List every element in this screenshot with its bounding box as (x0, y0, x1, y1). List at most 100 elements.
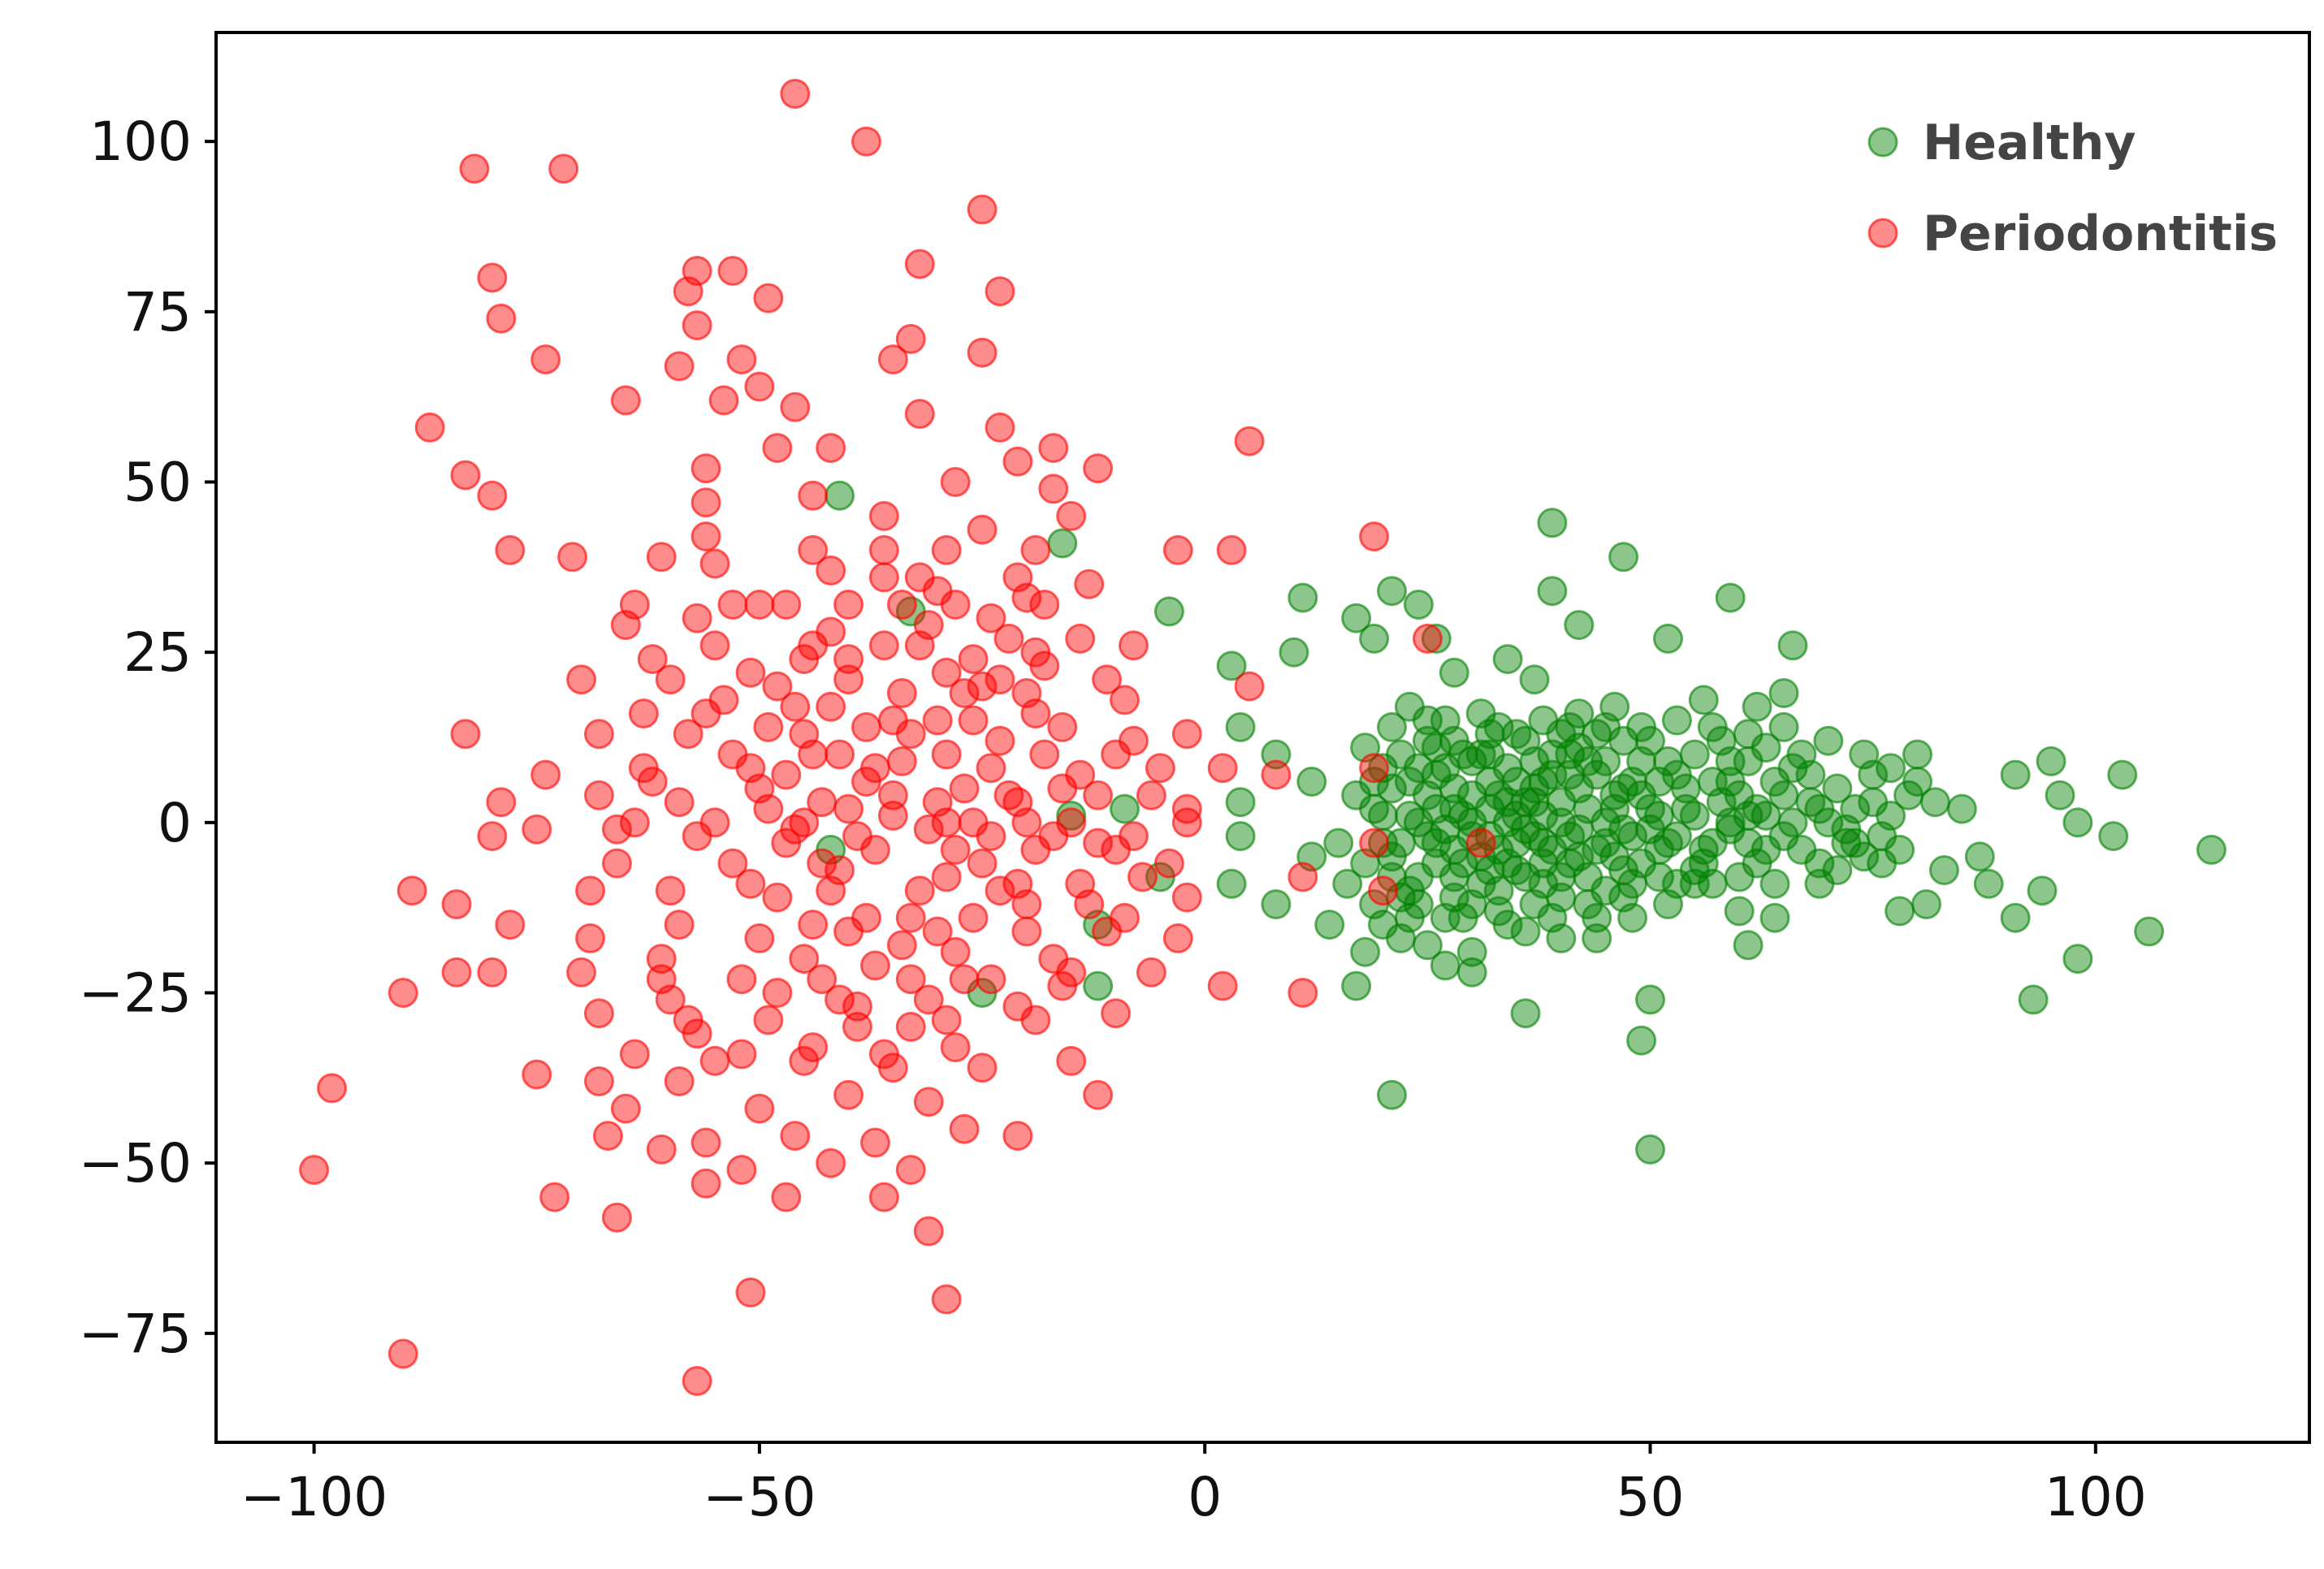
point-periodontitis (895, 1011, 926, 1042)
point-healthy (1919, 787, 1950, 818)
point-periodontitis (726, 964, 757, 995)
point-periodontitis (682, 1018, 712, 1049)
point-healthy (1893, 780, 1924, 810)
point-healthy (1582, 902, 1612, 933)
point-healthy (1661, 705, 1692, 736)
point-healthy (1394, 800, 1425, 831)
point-periodontitis (637, 644, 668, 675)
point-healthy (1679, 739, 1710, 770)
point-periodontitis (895, 964, 926, 995)
point-periodontitis (868, 562, 899, 593)
point-periodontitis (450, 460, 481, 491)
point-periodontitis (584, 780, 614, 810)
point-healthy (1688, 685, 1719, 715)
point-periodontitis (798, 910, 829, 940)
point-healthy (1421, 793, 1452, 824)
point-healthy (1885, 896, 1915, 927)
point-periodontitis (842, 1011, 872, 1042)
point-periodontitis (922, 705, 953, 736)
point-periodontitis (958, 807, 989, 838)
point-periodontitis (976, 753, 1006, 784)
point-periodontitis (993, 780, 1024, 810)
point-periodontitis (521, 814, 552, 845)
point-periodontitis (655, 664, 686, 695)
point-healthy (2107, 759, 2138, 790)
point-periodontitis (780, 691, 811, 722)
point-periodontitis (860, 1127, 890, 1158)
point-healthy (1564, 610, 1595, 641)
point-periodontitis (619, 807, 650, 838)
point-periodontitis (682, 603, 712, 633)
point-healthy (1314, 910, 1345, 940)
point-healthy (1644, 767, 1674, 797)
point-periodontitis (1234, 671, 1265, 702)
point-healthy (1465, 868, 1496, 899)
series-healthy (816, 480, 2227, 1165)
point-periodontitis (824, 855, 855, 885)
point-periodontitis (1101, 998, 1132, 1029)
point-periodontitis (895, 323, 926, 354)
point-periodontitis (1110, 902, 1140, 933)
x-tick-label: 0 (1188, 1466, 1222, 1528)
point-periodontitis (530, 344, 561, 375)
point-periodontitis (619, 1039, 650, 1070)
point-periodontitis (477, 821, 508, 852)
point-healthy (1492, 848, 1523, 879)
point-periodontitis (833, 590, 864, 620)
point-periodontitis (744, 923, 775, 953)
point-periodontitis (477, 262, 508, 293)
point-periodontitis (486, 303, 517, 334)
y-tick-label: 50 (123, 452, 192, 514)
point-periodontitis (441, 957, 472, 988)
point-periodontitis (699, 807, 730, 838)
point-periodontitis (1011, 916, 1042, 947)
x-tick-label: 100 (2045, 1466, 2147, 1528)
point-periodontitis (913, 1087, 944, 1117)
point-healthy (1412, 930, 1443, 961)
x-tick-label: 50 (1616, 1466, 1685, 1528)
point-periodontitis (735, 753, 766, 784)
point-periodontitis (949, 1113, 980, 1144)
point-periodontitis (851, 902, 881, 933)
point-periodontitis (807, 964, 837, 995)
point-healthy (1768, 711, 1799, 742)
point-healthy (1644, 834, 1674, 865)
point-periodontitis (913, 814, 944, 845)
point-healthy (1946, 793, 1977, 824)
data-points (299, 79, 2227, 1396)
point-periodontitis (637, 767, 668, 797)
point-healthy (1403, 590, 1434, 620)
point-periodontitis (610, 610, 641, 641)
point-periodontitis (690, 487, 721, 518)
point-periodontitis (717, 256, 748, 286)
point-periodontitis (1011, 807, 1042, 838)
point-healthy (1911, 889, 1941, 919)
point-healthy (1661, 759, 1692, 790)
point-periodontitis (833, 793, 864, 824)
point-healthy (1225, 787, 1256, 818)
x-tick-label: −50 (703, 1466, 816, 1528)
point-periodontitis (1171, 807, 1202, 838)
point-periodontitis (299, 1155, 330, 1185)
point-healthy (1928, 855, 1959, 885)
y-tick-label: −75 (79, 1303, 192, 1365)
point-healthy (1724, 862, 1755, 893)
point-periodontitis (1288, 862, 1318, 893)
point-healthy (1564, 841, 1595, 872)
point-healthy (1973, 868, 2004, 899)
point-periodontitis (877, 344, 908, 375)
point-healthy (1403, 753, 1434, 784)
point-periodontitis (958, 644, 989, 675)
point-periodontitis (993, 623, 1024, 654)
point-healthy (1733, 800, 1764, 831)
point-periodontitis (450, 719, 481, 750)
point-periodontitis (690, 1168, 721, 1199)
point-periodontitis (726, 1155, 757, 1185)
point-periodontitis (726, 1039, 757, 1070)
point-periodontitis (584, 719, 614, 750)
point-periodontitis (1020, 534, 1051, 565)
legend-label-healthy: Healthy (1923, 115, 2136, 171)
point-healthy (2098, 821, 2129, 852)
point-healthy (1822, 773, 1853, 804)
point-periodontitis (886, 746, 917, 776)
